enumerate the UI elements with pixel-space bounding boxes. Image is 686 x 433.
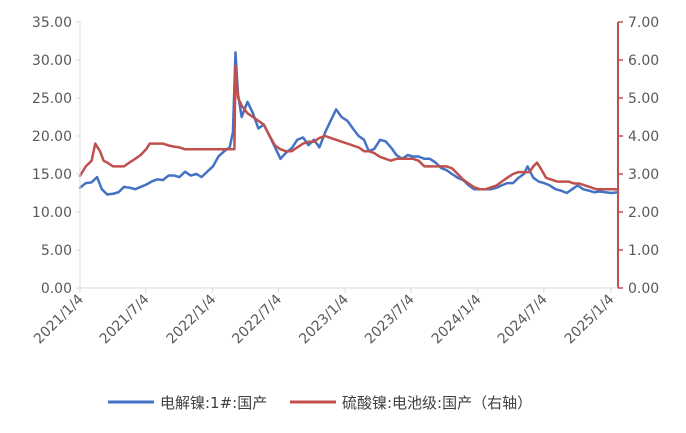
right-tick-label: 7.00 [628,15,659,31]
legend-label-2: 硫酸镍:电池级:国产（右轴） [342,394,532,412]
left-tick-label: 20.00 [32,129,72,145]
legend-label-1: 电解镍:1#:国产 [160,394,267,412]
x-tick-label: 2024/1/4 [429,291,485,347]
series-line-2 [78,64,620,191]
left-tick-label: 15.00 [32,167,72,183]
legend: 电解镍:1#:国产 硫酸镍:电池级:国产（右轴） [108,394,532,412]
x-tick-label: 2025/1/4 [562,291,618,347]
right-tick-label: 1.00 [628,243,659,259]
right-tick-label: 6.00 [628,53,659,69]
x-tick-label: 2022/7/4 [229,291,285,347]
right-tick-label: 2.00 [628,205,659,221]
right-tick-label: 3.00 [628,167,659,183]
left-tick-label: 5.00 [41,243,72,259]
left-tick-label: 0.00 [41,281,72,297]
x-tick-label: 2023/1/4 [296,291,352,347]
left-tick-label: 25.00 [32,91,72,107]
x-tick-label: 2021/1/4 [31,291,87,347]
right-tick-label: 5.00 [628,91,659,107]
left-tick-label: 35.00 [32,15,72,31]
series-line-1 [78,51,620,196]
right-tick-label: 4.00 [628,129,659,145]
x-tick-label: 2022/1/4 [164,291,220,347]
x-tick-label: 2024/7/4 [495,291,551,347]
x-tick-label: 2023/7/4 [362,291,418,347]
left-tick-label: 10.00 [32,205,72,221]
x-tick-label: 2021/7/4 [97,291,153,347]
right-tick-label: 0.00 [628,281,659,297]
left-tick-label: 30.00 [32,53,72,69]
plot-area [78,51,620,196]
